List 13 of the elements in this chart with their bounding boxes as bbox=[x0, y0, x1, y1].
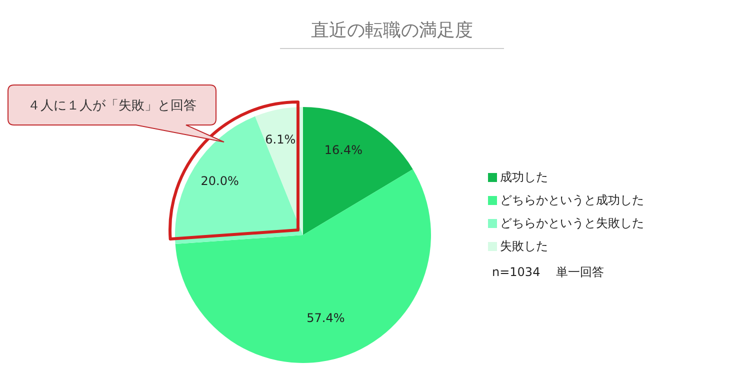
data-label: 20.0% bbox=[200, 174, 239, 188]
legend-label: 成功した bbox=[500, 169, 548, 186]
legend-label: どちらかというと失敗した bbox=[500, 215, 644, 232]
data-label: 16.4% bbox=[324, 142, 363, 157]
pie-slice bbox=[175, 169, 431, 363]
data-label: 57.4% bbox=[306, 310, 345, 325]
legend-label: どちらかというと成功した bbox=[500, 192, 644, 209]
data-label: 6.1% bbox=[265, 132, 296, 147]
legend-label: 失敗した bbox=[500, 238, 548, 255]
chart-title: 直近の転職の満足度 bbox=[280, 18, 504, 49]
text: n=1034 単一回答 bbox=[492, 264, 604, 281]
pie-slice bbox=[175, 116, 303, 244]
pie-slice bbox=[303, 107, 413, 235]
